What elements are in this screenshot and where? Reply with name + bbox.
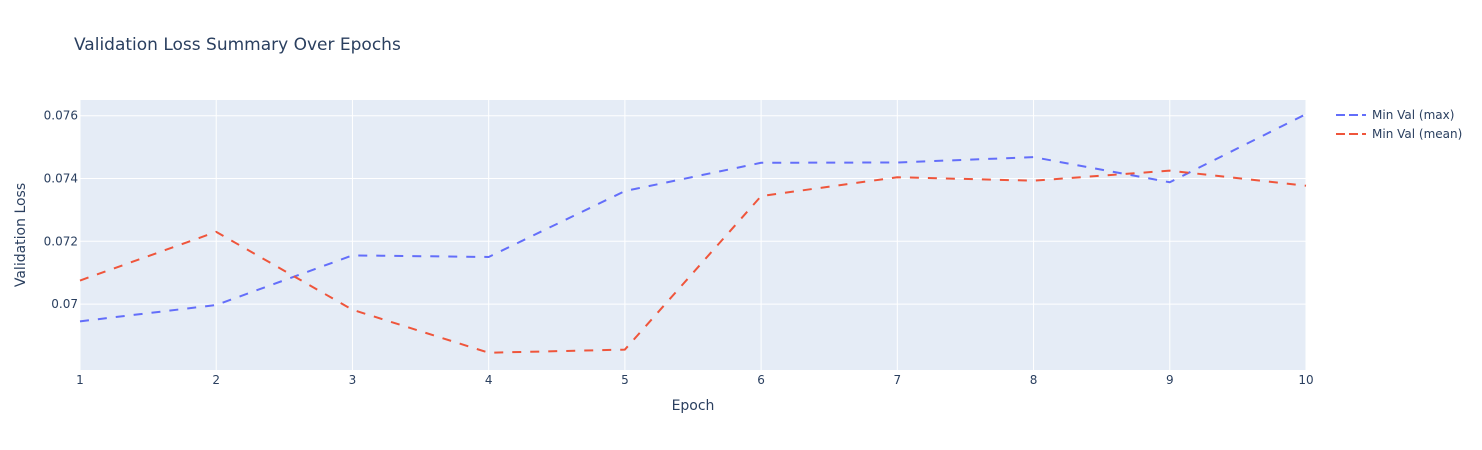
x-tick-label: 7 xyxy=(894,373,902,387)
series-line-2 xyxy=(79,169,1307,354)
legend-item[interactable]: Min Val (max) xyxy=(1336,108,1454,122)
series-layer xyxy=(79,113,1307,354)
x-tick-label: 4 xyxy=(485,373,493,387)
legend-label: Min Val (max) xyxy=(1372,108,1454,122)
chart-title: Validation Loss Summary Over Epochs xyxy=(74,35,401,55)
x-tick-labels: 1 2 3 4 5 6 7 8 9 10 xyxy=(76,373,1313,387)
x-tick-label: 6 xyxy=(757,373,765,387)
y-tick-label: 0.072 xyxy=(44,234,78,248)
y-tick-label: 0.076 xyxy=(44,109,78,123)
x-tick-label: 9 xyxy=(1166,373,1174,387)
x-tick-label: 2 xyxy=(212,373,220,387)
x-tick-label: 10 xyxy=(1298,373,1313,387)
x-tick-label: 1 xyxy=(76,373,84,387)
legend-label: Min Val (mean) xyxy=(1372,127,1462,141)
x-axis-label: Epoch xyxy=(672,398,715,414)
y-tick-labels: 0.07 0.072 0.074 0.076 xyxy=(44,109,78,311)
y-tick-label: 0.07 xyxy=(51,297,78,311)
y-tick-label: 0.074 xyxy=(44,171,78,185)
y-gridlines xyxy=(80,115,1306,305)
x-tick-label: 3 xyxy=(349,373,357,387)
legend: Min Val (max) Min Val (mean) xyxy=(1336,108,1462,141)
y-axis-label: Validation Loss xyxy=(13,183,29,287)
x-tick-label: 5 xyxy=(621,373,629,387)
plot-area xyxy=(80,100,1306,370)
x-tick-label: 8 xyxy=(1030,373,1038,387)
x-gridlines xyxy=(79,100,1307,370)
series-line-1 xyxy=(79,113,1307,323)
legend-item[interactable]: Min Val (mean) xyxy=(1336,127,1462,141)
